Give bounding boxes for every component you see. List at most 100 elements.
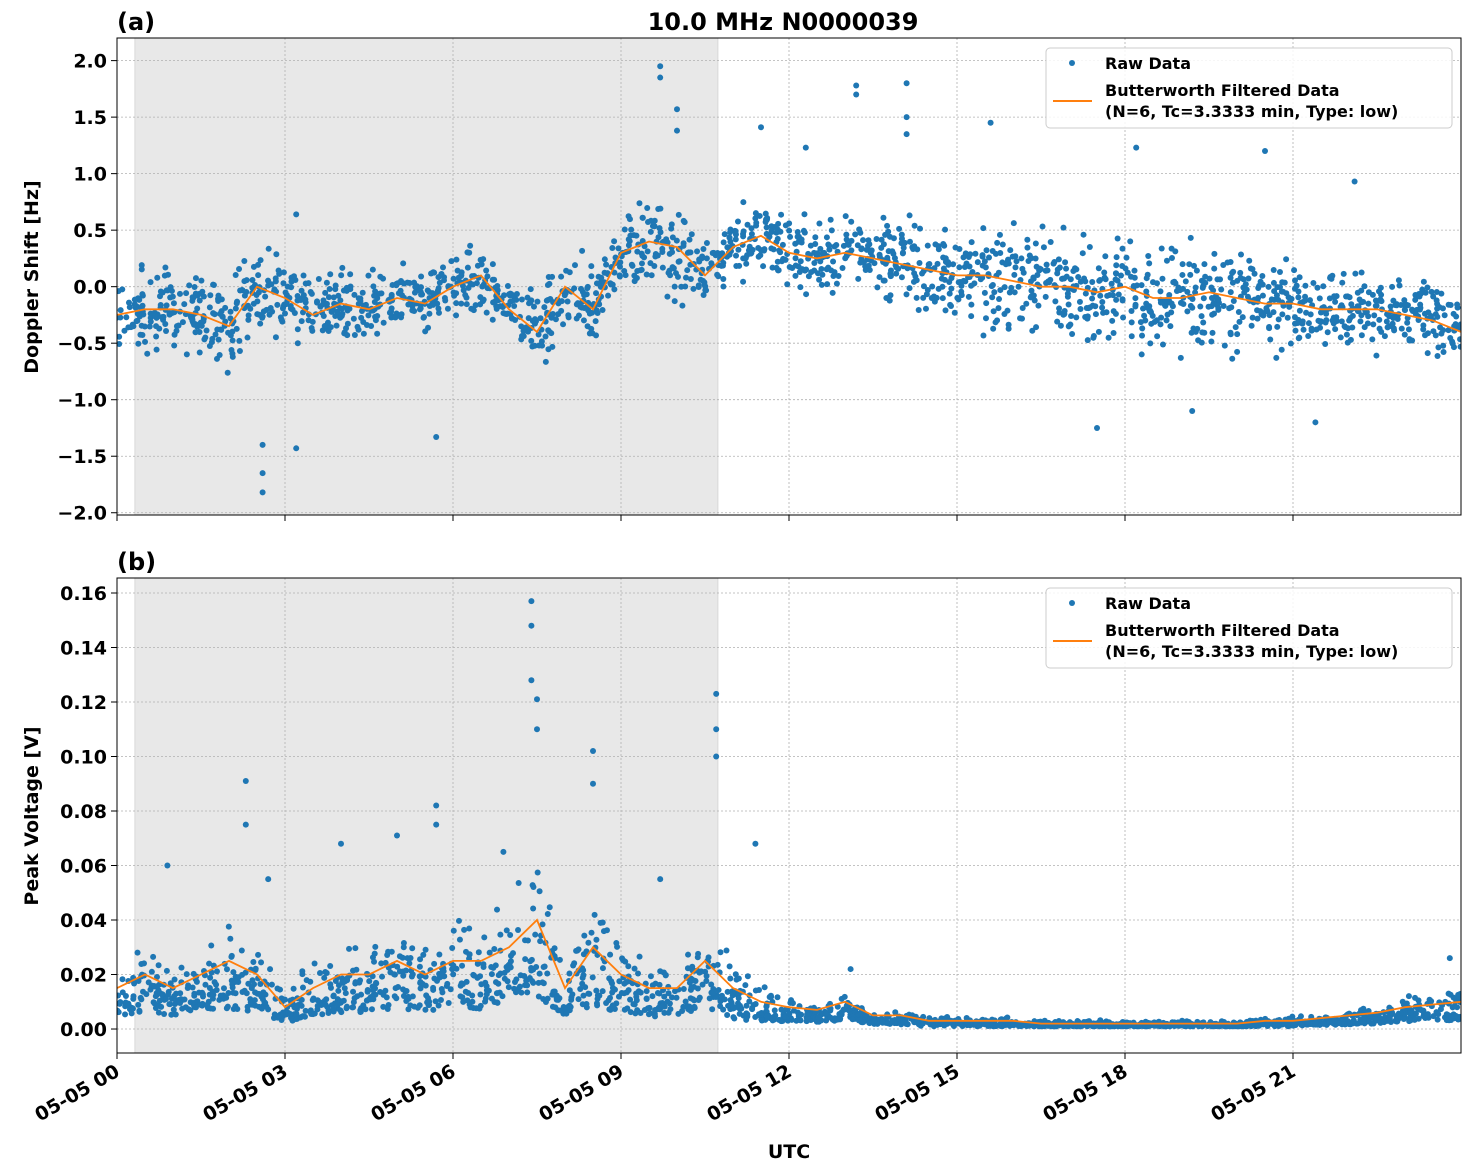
raw-data-point: [710, 989, 717, 996]
raw-data-point: [155, 962, 162, 969]
raw-data-point: [346, 945, 353, 952]
raw-data-point: [191, 283, 198, 290]
raw-data-point: [206, 960, 213, 967]
raw-data-point: [409, 945, 416, 952]
raw-data-point: [866, 1020, 873, 1027]
raw-data-point: [490, 964, 497, 971]
raw-data-point: [147, 318, 154, 325]
raw-data-point: [557, 1007, 564, 1014]
raw-data-point: [1416, 306, 1423, 313]
raw-data-point: [983, 247, 990, 254]
raw-data-point: [1064, 290, 1071, 297]
raw-data-point: [1328, 275, 1335, 282]
raw-data-point: [321, 322, 328, 329]
raw-data-point: [727, 238, 734, 245]
raw-data-point: [1386, 1015, 1393, 1022]
raw-data-point: [615, 245, 622, 252]
raw-data-point: [1317, 319, 1324, 326]
raw-data-point: [616, 272, 623, 279]
raw-data-point: [467, 242, 474, 249]
raw-data-point: [916, 259, 923, 266]
raw-data-point: [339, 264, 346, 271]
raw-data-point: [1208, 338, 1215, 345]
raw-data-point: [573, 315, 580, 322]
raw-data-point: [1119, 245, 1126, 252]
raw-data-point: [889, 248, 896, 255]
raw-data-point: [712, 993, 719, 1000]
raw-data-point: [1095, 265, 1102, 272]
raw-data-point: [398, 311, 405, 318]
raw-data-point: [609, 244, 616, 251]
raw-data-point: [1227, 289, 1234, 296]
raw-data-point: [1013, 258, 1020, 265]
raw-data-point: [678, 283, 685, 290]
raw-data-point: [892, 1009, 899, 1016]
raw-data-point: [873, 236, 880, 243]
raw-data-point: [453, 312, 460, 319]
raw-data-point: [801, 229, 808, 236]
raw-data-point: [818, 281, 825, 288]
raw-data-point: [213, 968, 220, 975]
raw-data-point: [636, 200, 643, 207]
raw-data-point: [472, 302, 479, 309]
raw-data-point: [634, 248, 641, 255]
raw-data-point: [192, 275, 199, 282]
raw-data-point: [668, 221, 675, 228]
raw-data-point: [202, 981, 209, 988]
raw-data-point: [566, 269, 573, 276]
raw-data-point: [282, 289, 289, 296]
raw-data-point: [147, 279, 154, 286]
raw-data-point: [1365, 1018, 1372, 1025]
raw-data-point: [138, 996, 145, 1003]
raw-data-point: [153, 346, 160, 353]
raw-data-point: [1067, 276, 1074, 283]
shaded-interval: [134, 37, 719, 516]
raw-data-point: [204, 1001, 211, 1008]
raw-data-point: [994, 317, 1001, 324]
raw-data-point: [1437, 1006, 1444, 1013]
raw-data-point: [321, 974, 328, 981]
raw-data-point: [351, 291, 358, 298]
raw-data-point: [353, 966, 360, 973]
raw-data-point: [303, 977, 310, 984]
raw-data-point: [284, 283, 291, 290]
raw-data-point: [503, 927, 510, 934]
raw-data-point: [338, 272, 345, 279]
raw-data-point: [1105, 334, 1112, 341]
raw-data-point: [524, 982, 531, 989]
raw-data-point: [1109, 292, 1116, 299]
raw-data-point: [853, 82, 860, 89]
raw-data-point: [614, 943, 621, 950]
raw-data-point: [1270, 266, 1277, 273]
raw-data-point: [478, 261, 485, 268]
raw-data-point: [1108, 1023, 1115, 1030]
raw-data-point: [1065, 301, 1072, 308]
raw-data-point: [703, 978, 710, 985]
raw-data-point: [294, 1002, 301, 1009]
raw-data-point: [500, 848, 507, 855]
raw-data-point: [989, 281, 996, 288]
raw-data-point: [1397, 302, 1404, 309]
raw-data-point: [232, 990, 239, 997]
raw-data-point: [1146, 260, 1153, 267]
raw-data-point: [384, 1006, 391, 1013]
raw-data-point: [1424, 330, 1431, 337]
raw-data-point: [228, 347, 235, 354]
x-tick-label: 05-05 15: [871, 1060, 963, 1126]
raw-data-point: [981, 289, 988, 296]
panel-b-label: (b): [117, 548, 156, 576]
raw-data-point: [720, 239, 727, 246]
raw-data-point: [994, 239, 1001, 246]
raw-data-point: [444, 980, 451, 987]
raw-data-point: [451, 292, 458, 299]
raw-data-point: [575, 996, 582, 1003]
raw-data-point: [167, 294, 174, 301]
raw-data-point: [1304, 1019, 1311, 1026]
raw-data-point: [928, 294, 935, 301]
raw-data-point: [919, 270, 926, 277]
raw-data-point: [1445, 327, 1452, 334]
raw-data-point: [589, 974, 596, 981]
raw-data-point: [117, 333, 123, 340]
raw-data-point: [287, 1010, 294, 1017]
raw-data-point: [1389, 320, 1396, 327]
